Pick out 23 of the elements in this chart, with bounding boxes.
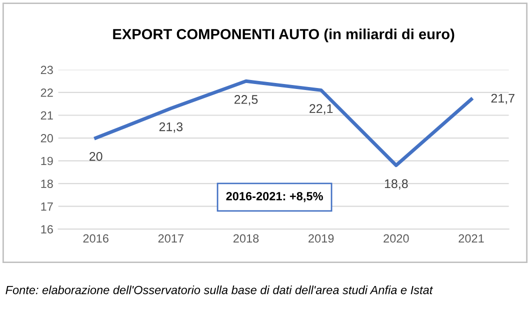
chart-title: EXPORT COMPONENTI AUTO (in miliardi di euro)	[113, 28, 454, 42]
data-label: 22,1	[310, 104, 333, 114]
data-label: 20	[90, 152, 102, 161]
data-label: 22,5	[234, 95, 258, 106]
data-label: 21,7	[491, 94, 514, 104]
x-tick-label: 2016	[83, 234, 108, 243]
x-tick-label: 2020	[384, 234, 409, 243]
x-tick-label: 2019	[308, 234, 334, 243]
x-tick-label: 2017	[158, 234, 184, 243]
y-tick-label: 22	[40, 88, 53, 97]
y-tick-label: 20	[40, 134, 53, 142]
x-tick-label: 2021	[458, 234, 484, 243]
source-note: Fonte: elaborazione dell'Osservatorio sulla base di dati dell'area studi Anfia e Istat	[6, 286, 434, 294]
data-label: 21,3	[159, 122, 183, 133]
y-tick-label: 23	[40, 66, 53, 74]
x-tick-label: 2018	[233, 234, 259, 243]
y-tick-label: 18	[41, 180, 53, 188]
y-tick-label: 16	[41, 225, 53, 234]
annotation: 2016-2021: +8,5%	[226, 192, 323, 202]
y-tick-label: 17	[41, 202, 53, 211]
y-tick-label: 21	[40, 111, 53, 120]
data-label: 18,8	[384, 179, 408, 190]
y-tick-label: 19	[41, 156, 53, 166]
